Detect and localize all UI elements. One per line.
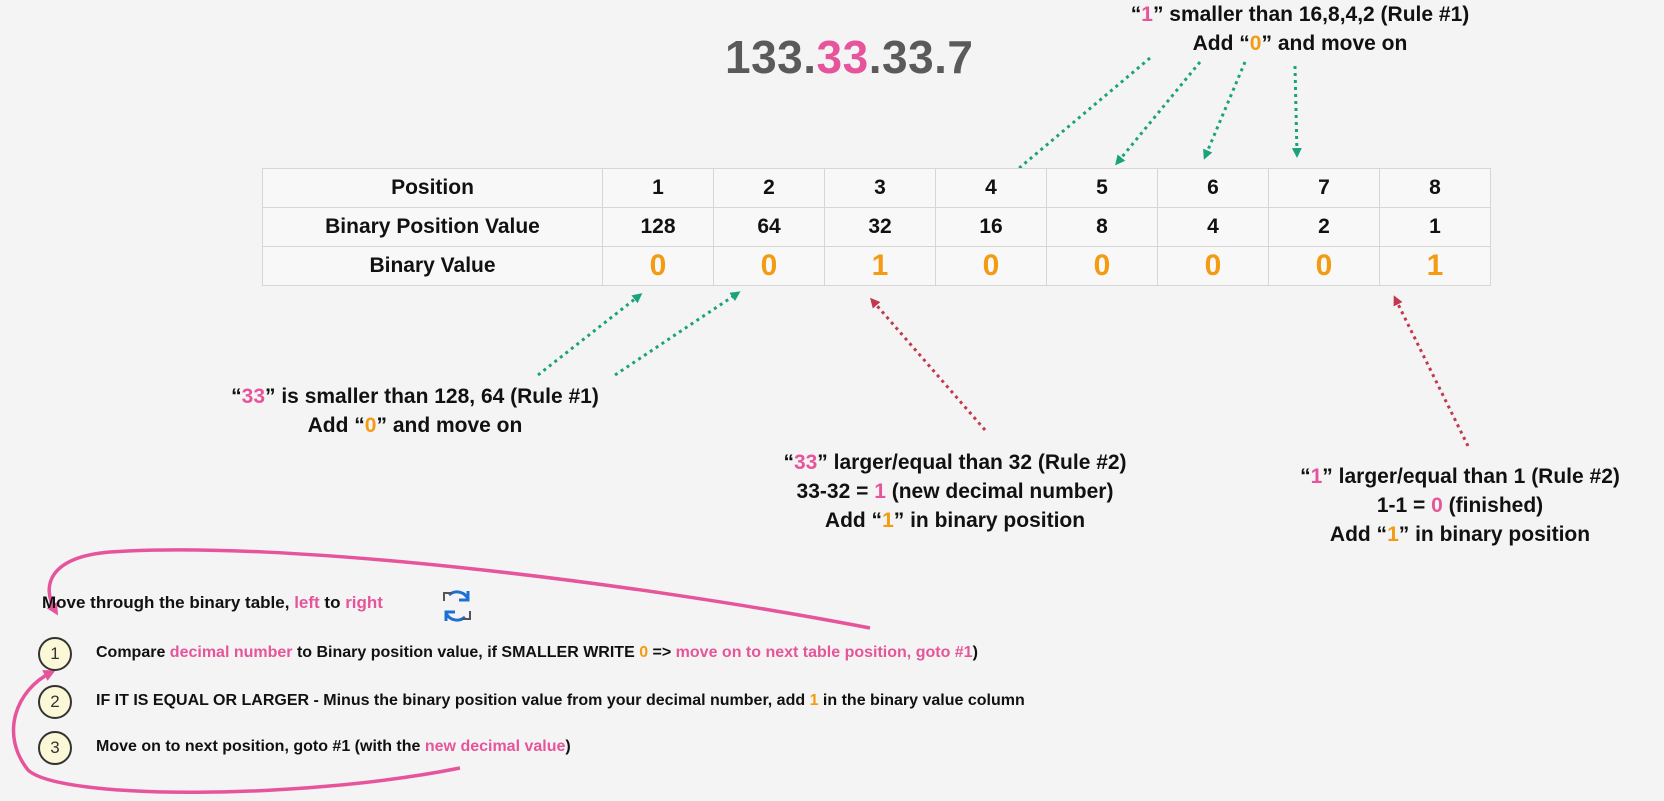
arrow-mid-to-pos3: [870, 297, 987, 431]
binary-bit-cell: 0: [713, 246, 825, 286]
binary-bit-cell: 0: [1268, 246, 1380, 286]
step-number-badge: 2: [38, 685, 72, 719]
binary-bit-cell: 0: [1046, 246, 1158, 286]
table-cell: 16: [935, 207, 1047, 247]
table-cell: 7: [1268, 168, 1380, 208]
table-cell: 8: [1046, 207, 1158, 247]
loop-arrow-bottom: [11, 670, 461, 794]
table-cell: 128: [602, 207, 714, 247]
table-cell: 1: [602, 168, 714, 208]
step-number-badge: 3: [38, 731, 72, 765]
table-cell: 6: [1157, 168, 1269, 208]
table-cell: 4: [935, 168, 1047, 208]
step-text: Move on to next position, goto #1 (with …: [96, 738, 571, 755]
row-label: Binary Value: [262, 246, 603, 286]
binary-table: Position 1 2 3 4 5 6 7 8 Binary Position…: [262, 168, 1491, 286]
table-cell: 32: [824, 207, 936, 247]
table-cell: 2: [713, 168, 825, 208]
arrow-left-to-pos1: [537, 293, 643, 377]
binary-bit-cell: 1: [1379, 246, 1491, 286]
row-label: Binary Position Value: [262, 207, 603, 247]
arrow-top-to-pos5: [1115, 61, 1202, 166]
binary-bit-cell: 0: [1157, 246, 1269, 286]
table-cell: 3: [824, 168, 936, 208]
table-cell: 4: [1157, 207, 1269, 247]
ip-address-title: 133.33.33.7: [725, 31, 974, 83]
binary-bit-cell: 0: [935, 246, 1047, 286]
arrow-left-to-pos2: [614, 291, 741, 377]
note-rule2-right: “1” larger/equal than 1 (Rule #2) 1-1 = …: [1300, 465, 1620, 546]
step-text: IF IT IS EQUAL OR LARGER - Minus the bin…: [96, 692, 1025, 709]
step-text: Compare decimal number to Binary positio…: [96, 644, 978, 661]
refresh-cycle-icon: [443, 590, 471, 622]
arrow-top-to-pos4: [1002, 56, 1151, 182]
table-cell: 64: [713, 207, 825, 247]
table-cell: 8: [1379, 168, 1491, 208]
table-row-binary-position-value: Binary Position Value 128 64 32 16 8 4 2…: [262, 207, 1491, 247]
note-rule1-top: “1” smaller than 16,8,4,2 (Rule #1) Add …: [1130, 3, 1470, 55]
note-rule2-mid: “33” larger/equal than 32 (Rule #2) 33-3…: [783, 451, 1127, 532]
table-cell: 5: [1046, 168, 1158, 208]
binary-bit-cell: 0: [602, 246, 714, 286]
table-cell: 2: [1268, 207, 1380, 247]
row-label: Position: [262, 168, 603, 208]
steps-heading: Move through the binary table, left to r…: [42, 593, 383, 612]
arrow-top-to-pos7: [1291, 65, 1302, 158]
table-row-binary-value: Binary Value 0 0 1 0 0 0 0 1: [262, 246, 1491, 286]
binary-bit-cell: 1: [824, 246, 936, 286]
table-row-position: Position 1 2 3 4 5 6 7 8: [262, 168, 1491, 208]
note-rule1-left: “33” is smaller than 128, 64 (Rule #1) A…: [231, 385, 599, 437]
table-cell: 1: [1379, 207, 1491, 247]
ip-highlight-octet: 33: [816, 31, 869, 83]
arrow-right-to-pos8: [1393, 295, 1470, 447]
step-number-badge: 1: [38, 637, 72, 671]
arrow-top-to-pos6: [1203, 61, 1247, 160]
